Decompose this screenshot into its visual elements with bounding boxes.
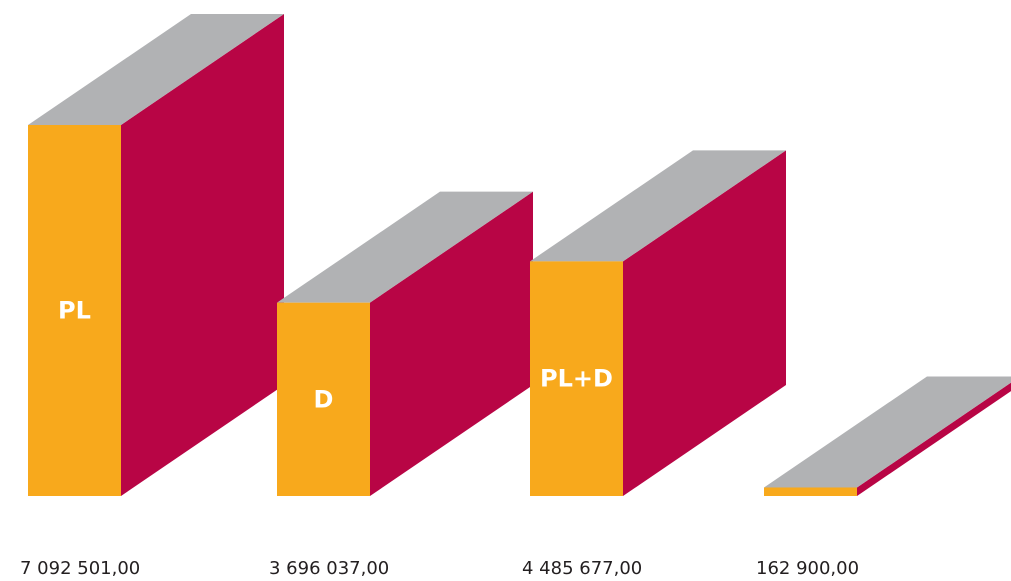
bar-category-label: D (314, 385, 334, 413)
bar-side-face (857, 382, 1011, 496)
bar-top-face (277, 191, 533, 303)
bar-top-face (530, 150, 786, 262)
bar-top-face (28, 14, 284, 125)
bar-3: PL+D (530, 150, 786, 497)
bar-top-face (764, 376, 1011, 488)
bar-value-label: 162 900,00 (756, 558, 859, 579)
bar-value-label: 4 485 677,00 (522, 558, 642, 579)
bar-2: D (277, 191, 533, 496)
bar-value-label: 7 092 501,00 (20, 558, 140, 579)
bar-side-face (121, 14, 284, 496)
bar-side-face (623, 150, 786, 497)
bar-category-label: PL (58, 297, 91, 325)
bar-front-face (530, 261, 623, 496)
bar-front-face (28, 125, 121, 496)
bar-4 (764, 376, 1011, 496)
bar-1: PL (28, 14, 284, 496)
bar-value-label: 3 696 037,00 (269, 558, 389, 579)
bar-category-label: PL+D (540, 365, 613, 393)
bar-front-face (764, 487, 857, 496)
bar-side-face (370, 191, 533, 496)
bar-front-face (277, 302, 370, 496)
